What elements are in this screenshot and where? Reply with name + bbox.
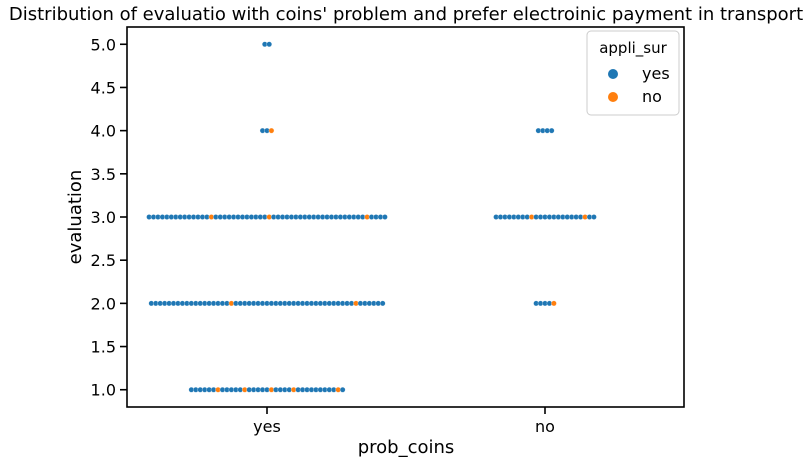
y-tick-label-4: 3.0: [91, 208, 116, 227]
data-point: [339, 386, 346, 393]
x-tick-label-no: no: [535, 417, 555, 436]
legend-marker-no: [608, 92, 618, 102]
x-axis-label: prob_coins: [358, 437, 455, 458]
chart-title: Distribution of evaluatio with coins' pr…: [9, 4, 803, 25]
legend: appli_sur yes no: [586, 30, 680, 116]
y-axis-label: evaluation: [65, 170, 86, 265]
data-point: [551, 300, 557, 307]
y-tick-label-2: 2.0: [91, 294, 116, 313]
y-tick-label-8: 5.0: [91, 35, 116, 54]
x-axis: yes no: [253, 407, 555, 436]
data-point: [591, 214, 597, 220]
data-point: [266, 41, 272, 48]
y-tick-label-5: 3.5: [91, 165, 116, 184]
legend-marker-yes: [608, 69, 618, 79]
legend-label-no: no: [642, 87, 662, 106]
data-point: [382, 214, 388, 220]
y-tick-label-3: 2.5: [91, 251, 116, 270]
data-point: [268, 127, 275, 134]
y-tick-label-6: 4.0: [91, 122, 116, 141]
y-tick-label-0: 1.0: [91, 381, 116, 400]
data-point: [548, 127, 555, 134]
legend-title: appli_sur: [599, 39, 667, 58]
y-tick-label-1: 1.5: [91, 338, 116, 357]
data-points: [146, 41, 597, 393]
x-tick-label-yes: yes: [253, 417, 281, 436]
y-tick-label-7: 4.5: [91, 78, 116, 97]
y-axis: 1.0 1.5 2.0 2.5 3.0 3.5 4.0 4.5 5.0: [91, 35, 127, 400]
legend-label-yes: yes: [642, 64, 670, 83]
data-point: [379, 300, 386, 307]
